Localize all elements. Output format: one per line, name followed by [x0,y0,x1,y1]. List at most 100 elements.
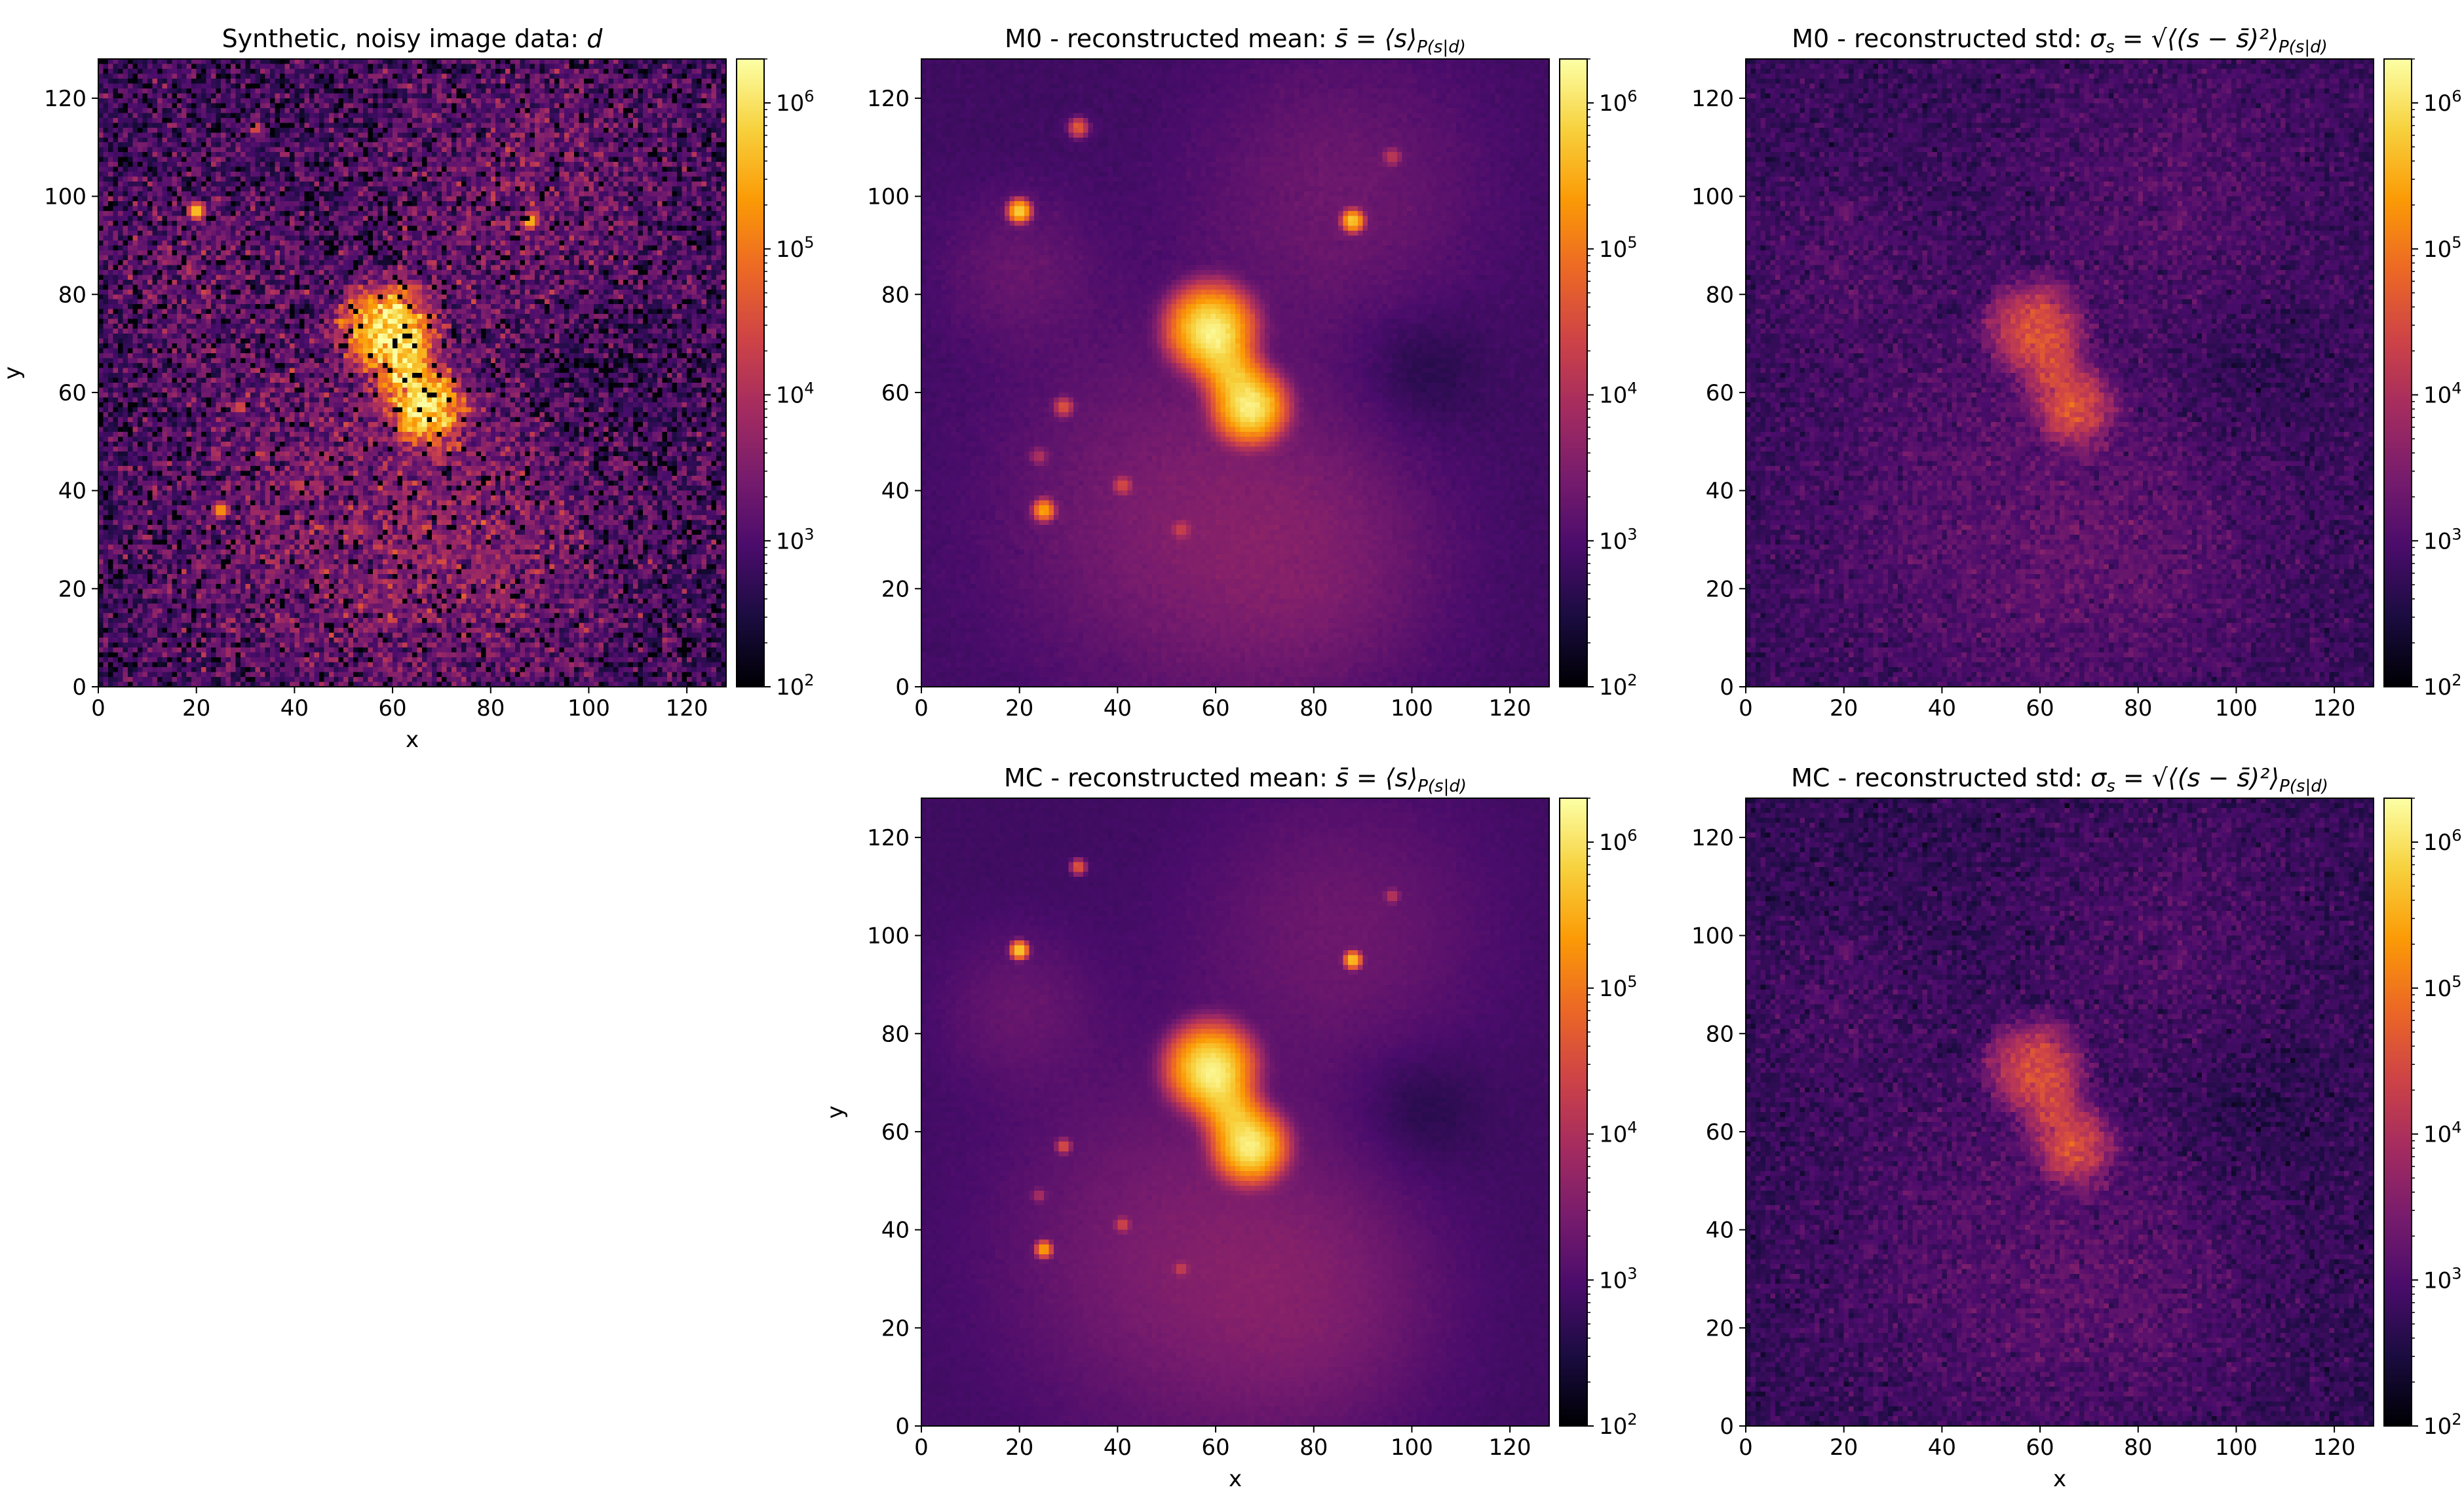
colorbar-gradient [737,59,764,687]
colorbar-tick-exponent: 6 [1627,826,1637,845]
colorbar-tick-exponent: 3 [1627,525,1637,543]
colorbar-tick-exponent: 3 [2452,525,2461,543]
y-tick-label: 0 [72,674,87,701]
x-tick-label: 60 [2026,1435,2054,1461]
title-subscript: P(s|d) [1417,37,1466,57]
colorbar-tick-label: 104 [1599,1119,1638,1148]
colorbar-tick-exponent: 3 [2452,1264,2461,1282]
y-tick-label: 80 [1706,282,1734,308]
title-text: MC - reconstructed std: [1791,763,2090,792]
x-tick-label: 100 [1391,1435,1433,1461]
colorbar-tick-exponent: 2 [2452,1410,2461,1429]
colorbar-tick-label: 102 [776,671,815,701]
x-tick-label: 120 [2313,695,2356,722]
y-tick-label: 120 [1691,825,1734,851]
plot-frame [921,798,1550,1427]
y-tick-label: 60 [58,380,87,406]
colorbar-tick-label: 103 [2423,1264,2462,1294]
colorbar-tick-base: 10 [1599,1122,1627,1148]
colorbar-tick-label: 103 [1599,1264,1638,1294]
title-subscript: P(s|d) [2279,777,2328,796]
colorbar-tick-label: 102 [1599,671,1638,701]
colorbar-tick-base: 10 [776,90,804,117]
colorbar-tick-base: 10 [2423,90,2452,117]
colorbar-tick-label: 105 [1599,972,1638,1002]
x-tick-label: 0 [1739,695,1753,722]
y-tick-label: 100 [1691,184,1734,210]
colorbar-tick-label: 106 [2423,826,2462,856]
colorbar-tick-base: 10 [1599,90,1627,117]
colorbar-tick-exponent: 2 [1627,671,1637,689]
x-axis-label: x [406,727,419,753]
colorbar-tick-base: 10 [2423,976,2452,1002]
title-text: Synthetic, noisy image data: [222,24,587,53]
heatmap-image [1746,798,2374,1426]
plot-frame [921,58,1550,687]
colorbar-tick-exponent: 6 [804,87,814,106]
panel-noisy: Synthetic, noisy image data: d0 20 40 60 80 1… [0,24,815,753]
colorbar-tick-base: 10 [2423,674,2452,701]
colorbar-tick-exponent: 5 [1627,233,1637,252]
y-tick-label: 40 [1706,478,1734,505]
panel-title: M0 - reconstructed std: σs = √⟨(s − s̄)²… [1792,24,2327,57]
heatmap-image [98,59,726,687]
x-tick-label: 80 [1299,695,1328,722]
x-tick-label: 80 [1299,1435,1328,1461]
colorbar-tick-base: 10 [776,674,804,701]
title-math: = √⟨(s − s̄)²⟩ [2115,763,2279,792]
title-math: s̄ = ⟨s⟩ [1335,24,1417,53]
colorbar-tick-exponent: 4 [804,379,814,398]
plot-frame [1745,798,2374,1427]
colorbar-tick-label: 105 [2423,972,2462,1002]
colorbar-tick-exponent: 2 [1627,1410,1637,1429]
title-math: s̄ = ⟨s⟩ [1336,763,1417,792]
colorbar-tick-base: 10 [2423,1267,2452,1294]
colorbar-tick-base: 10 [2423,830,2452,856]
colorbar-tick-label: 105 [1599,233,1638,263]
y-tick-label: 20 [881,576,910,602]
plot-frame [98,58,727,687]
colorbar-tick-base: 10 [2423,237,2452,263]
colorbar-tick-base: 10 [1599,1267,1627,1294]
colorbar-frame [2383,58,2412,687]
x-tick-label: 20 [1830,695,1858,722]
x-tick-label: 40 [1104,695,1132,722]
x-tick-label: 0 [914,1435,929,1461]
x-tick-label: 100 [1391,695,1433,722]
y-tick-label: 60 [1706,1119,1734,1146]
x-tick-label: 20 [1005,1435,1033,1461]
y-tick-label: 80 [1706,1021,1734,1047]
colorbar-tick-exponent: 6 [1627,87,1637,106]
colorbar-tick-base: 10 [776,383,804,409]
y-tick-label: 100 [1691,923,1734,950]
y-tick-label: 0 [1720,674,1734,701]
colorbar-tick-base: 10 [1599,528,1627,554]
y-tick-label: 80 [58,282,87,308]
title-text: M0 - reconstructed mean: [1005,24,1335,53]
colorbar-tick-base: 10 [2423,528,2452,554]
colorbar-tick-exponent: 6 [2452,826,2461,845]
y-tick-label: 100 [867,184,910,210]
y-tick-label: 80 [881,1021,910,1047]
colorbar-tick-base: 10 [776,528,804,554]
colorbar-tick-label: 104 [2423,1119,2462,1148]
colorbar-tick-label: 102 [2423,1410,2462,1440]
x-tick-label: 100 [2215,1435,2258,1461]
y-tick-label: 120 [867,825,910,851]
colorbar-tick-exponent: 4 [2452,379,2461,398]
x-tick-label: 20 [1005,695,1033,722]
y-tick-label: 120 [867,86,910,112]
plot-frame [1745,58,2374,687]
y-tick-label: 120 [1691,86,1734,112]
colorbar-tick-exponent: 4 [2452,1119,2461,1137]
colorbar-tick-base: 10 [1599,976,1627,1002]
colorbar-tick-base: 10 [1599,237,1627,263]
x-tick-label: 100 [2215,695,2258,722]
colorbar-tick-exponent: 5 [804,233,814,252]
y-tick-label: 60 [881,380,910,406]
title-subscript: P(s|d) [1417,777,1467,796]
